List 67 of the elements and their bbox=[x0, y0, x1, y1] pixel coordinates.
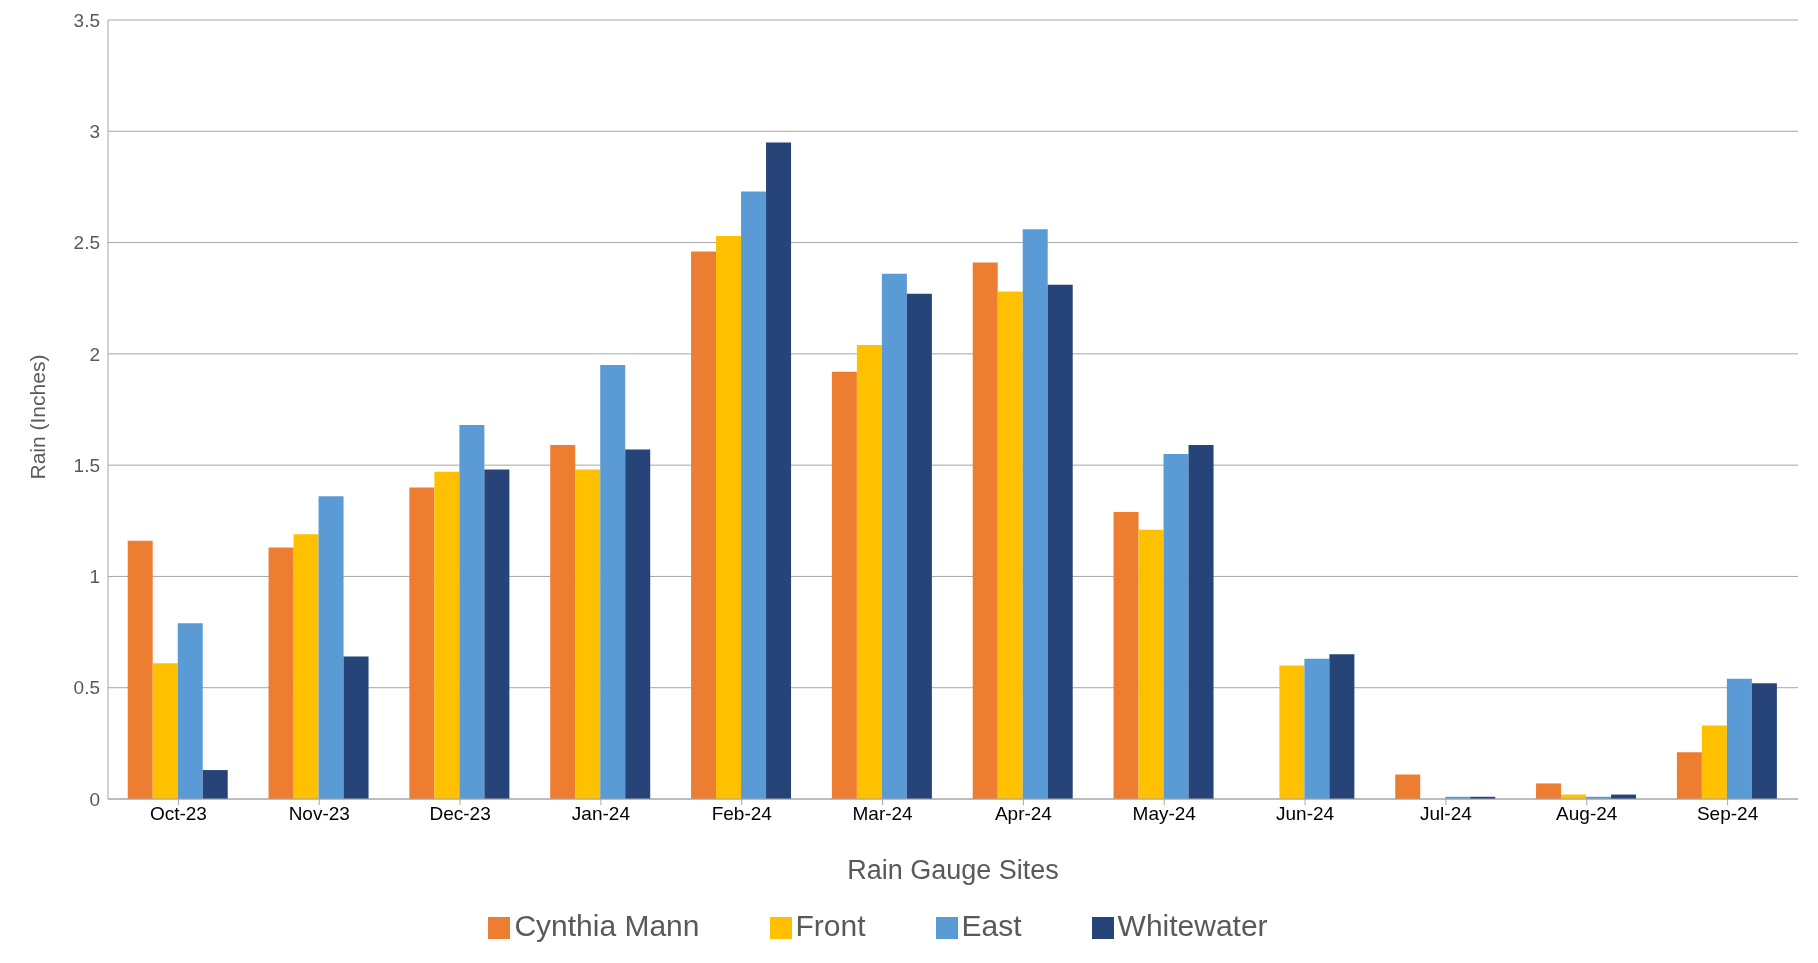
x-tick-label: May-24 bbox=[1132, 803, 1197, 825]
y-tick-label: 0 bbox=[89, 788, 100, 810]
bar bbox=[343, 656, 369, 799]
bar bbox=[409, 487, 435, 799]
bar bbox=[1022, 229, 1048, 799]
y-tick-label: 3 bbox=[89, 121, 100, 143]
x-tick-label: Jul-24 bbox=[1420, 803, 1473, 825]
bar bbox=[318, 496, 344, 799]
bar bbox=[691, 251, 717, 799]
bar bbox=[550, 445, 576, 799]
x-tick-label: Oct-23 bbox=[149, 803, 207, 825]
bar bbox=[484, 469, 510, 799]
bar bbox=[1329, 654, 1355, 799]
bar bbox=[600, 364, 626, 799]
bar bbox=[1751, 683, 1777, 799]
x-tick-label: Sep-24 bbox=[1696, 803, 1759, 825]
bar bbox=[127, 540, 153, 799]
bar bbox=[1188, 445, 1214, 799]
bar bbox=[716, 235, 742, 799]
bar bbox=[1163, 454, 1189, 799]
bar bbox=[1138, 529, 1164, 799]
bar bbox=[856, 344, 882, 799]
bar bbox=[1395, 774, 1421, 799]
bar bbox=[1701, 725, 1727, 799]
bar bbox=[997, 291, 1023, 799]
bar bbox=[1726, 678, 1752, 799]
x-tick-label: Aug-24 bbox=[1556, 803, 1618, 825]
bar bbox=[202, 770, 228, 799]
bar bbox=[625, 449, 651, 799]
y-tick-label: 0.5 bbox=[73, 677, 100, 699]
bar bbox=[831, 371, 857, 799]
x-tick-label: Apr-24 bbox=[994, 803, 1053, 825]
legend-label: Whitewater bbox=[1117, 909, 1268, 942]
x-tick-label: Mar-24 bbox=[852, 803, 914, 825]
bar bbox=[1536, 783, 1562, 799]
x-tick-label: Feb-24 bbox=[711, 803, 773, 825]
legend-label: Cynthia Mann bbox=[514, 909, 700, 942]
y-tick-label: 2.5 bbox=[73, 232, 100, 254]
bar bbox=[1279, 665, 1305, 799]
x-tick-label: Jun-24 bbox=[1276, 803, 1335, 825]
bar bbox=[1304, 658, 1330, 799]
bar bbox=[881, 273, 907, 799]
bar bbox=[741, 191, 767, 799]
bar bbox=[177, 623, 203, 799]
bar bbox=[434, 471, 460, 799]
bar bbox=[766, 142, 792, 799]
y-tick-label: 2 bbox=[89, 343, 100, 365]
x-tick-label: Jan-24 bbox=[571, 803, 631, 825]
bar bbox=[972, 262, 998, 799]
y-tick-label: 1 bbox=[89, 566, 100, 588]
x-tick-label: Dec-23 bbox=[429, 803, 491, 825]
x-axis-title: Rain Gauge Sites bbox=[847, 855, 1059, 885]
bar bbox=[293, 534, 319, 799]
bar bbox=[268, 547, 294, 799]
x-tick-label: Nov-23 bbox=[288, 803, 350, 825]
legend-label: East bbox=[961, 909, 1022, 942]
bar bbox=[1113, 511, 1139, 799]
y-tick-label: 1.5 bbox=[73, 454, 100, 476]
bar bbox=[575, 469, 601, 799]
bar bbox=[459, 425, 485, 799]
y-axis-title: Rain (Inches) bbox=[26, 354, 50, 480]
bar bbox=[906, 293, 932, 799]
bar bbox=[1047, 284, 1073, 799]
bar bbox=[152, 663, 178, 799]
bar bbox=[1676, 752, 1702, 799]
y-tick-label: 3.5 bbox=[73, 9, 100, 31]
legend-label: Front bbox=[795, 909, 866, 942]
